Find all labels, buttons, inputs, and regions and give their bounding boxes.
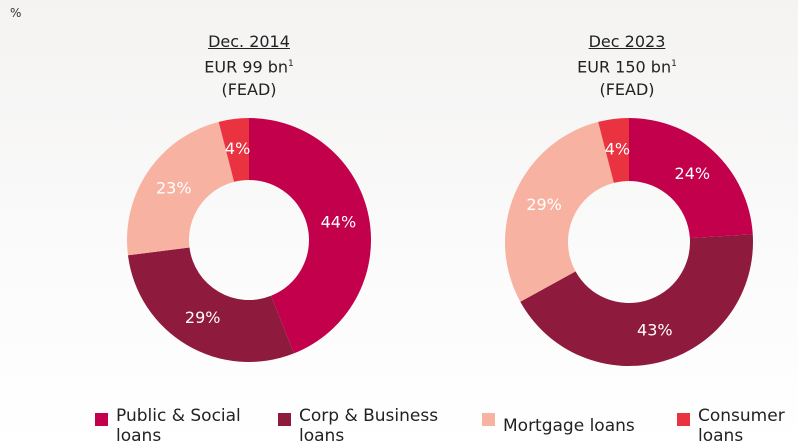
donut-slice	[127, 247, 294, 362]
data-label: 29%	[526, 195, 562, 214]
chart-subtitle: EUR 150 bn1	[527, 53, 727, 78]
chart-note: (FEAD)	[599, 80, 655, 100]
chart-title: Dec 2023	[588, 32, 666, 51]
data-label: 44%	[321, 212, 357, 231]
unit-label: %	[10, 6, 22, 20]
legend-swatch	[278, 413, 291, 426]
chart-subtitle: EUR 99 bn1	[149, 53, 349, 78]
donut-slice	[598, 118, 629, 183]
chart-note: (FEAD)	[221, 80, 277, 100]
subtitle-text: EUR 99 bn	[204, 57, 289, 77]
legend-item: Public & Social loans	[95, 406, 265, 446]
data-label: 4%	[225, 139, 250, 158]
legend-label: Consumer loans	[698, 406, 785, 446]
legend-swatch	[482, 413, 495, 426]
donut-slice	[249, 118, 372, 354]
donut-slice	[504, 121, 614, 302]
legend-item: Mortgage loans	[482, 406, 672, 436]
data-label: 29%	[185, 308, 221, 327]
subtitle-text: EUR 150 bn	[577, 57, 672, 77]
data-label: 4%	[605, 140, 630, 159]
legend-label: Public & Social loans	[116, 406, 241, 446]
legend-item: Corp & Business loans	[278, 406, 458, 446]
legend-label: Corp & Business loans	[299, 406, 439, 446]
donut-slice	[218, 118, 249, 182]
footnote-mark: 1	[288, 59, 294, 69]
donut-slice	[629, 118, 753, 239]
legend-item: Consumer loans	[677, 406, 797, 446]
data-label: 24%	[675, 164, 711, 183]
data-label: 23%	[156, 178, 192, 197]
donut-slice	[126, 121, 235, 256]
chart-title: Dec. 2014	[208, 32, 290, 51]
legend-swatch	[677, 413, 690, 426]
donut-slice	[520, 234, 753, 367]
chart-header: Dec 2023 EUR 150 bn1 (FEAD)	[527, 30, 727, 101]
chart-header: Dec. 2014 EUR 99 bn1 (FEAD)	[149, 30, 349, 101]
legend-label: Mortgage loans	[503, 416, 635, 436]
legend-swatch	[95, 413, 108, 426]
footnote-mark: 1	[671, 59, 677, 69]
data-label: 43%	[637, 320, 673, 339]
